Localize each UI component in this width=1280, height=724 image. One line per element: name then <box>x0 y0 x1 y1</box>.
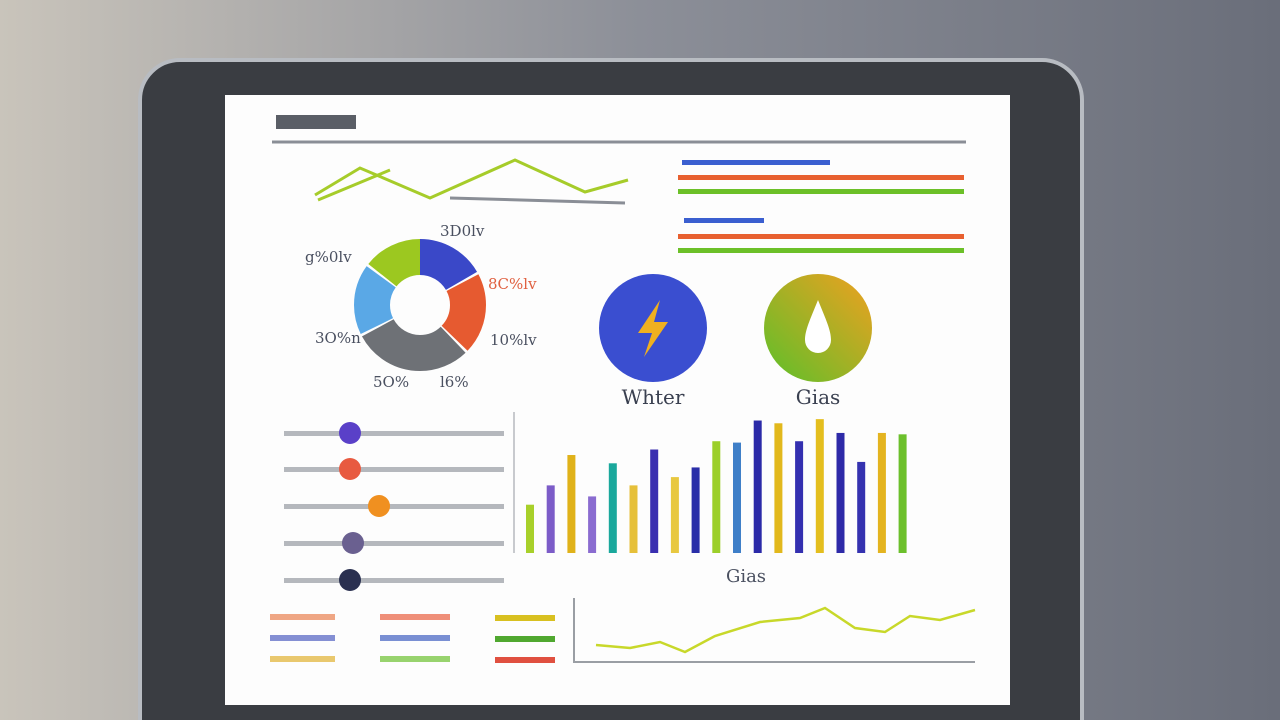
drop <box>805 300 831 353</box>
bar-chart-label: Gias <box>726 566 766 587</box>
bar <box>526 504 534 553</box>
bar <box>712 441 721 553</box>
donut-label: 3O%n <box>315 329 361 347</box>
donut-label: 5O% <box>373 373 409 391</box>
bar <box>608 463 617 553</box>
icon-label: Gias <box>796 385 841 409</box>
line-top <box>314 158 629 200</box>
bar <box>691 467 700 553</box>
bars-top-right <box>678 160 964 253</box>
bar <box>815 419 824 553</box>
line-bottom <box>595 606 976 654</box>
bar <box>670 477 679 553</box>
sliders <box>284 422 504 591</box>
bar <box>588 496 597 553</box>
line-base <box>449 196 626 205</box>
bar <box>567 455 576 553</box>
bar <box>857 461 866 553</box>
bar <box>629 485 638 553</box>
bar <box>795 441 804 553</box>
bar <box>877 432 886 553</box>
legend-scribbles <box>270 614 555 663</box>
donut-label: 8C%lv <box>488 275 537 293</box>
donut-label: 3D0lv <box>440 222 485 240</box>
donut-label: g%0lv <box>305 248 352 266</box>
donut-label: l6% <box>440 373 469 391</box>
line-axes <box>573 598 975 663</box>
bar <box>774 423 783 553</box>
header-bar <box>276 115 356 129</box>
bar <box>650 449 659 553</box>
bar <box>753 420 762 553</box>
line-top-extra <box>317 168 391 202</box>
bar <box>546 485 555 553</box>
bolt <box>638 300 668 357</box>
donut <box>354 239 486 371</box>
icon-label: Whter <box>622 385 685 409</box>
donut-label: 10%lv <box>490 331 537 349</box>
bar <box>836 432 845 553</box>
screen <box>225 95 1010 705</box>
bar <box>898 434 907 553</box>
bar <box>733 442 741 553</box>
